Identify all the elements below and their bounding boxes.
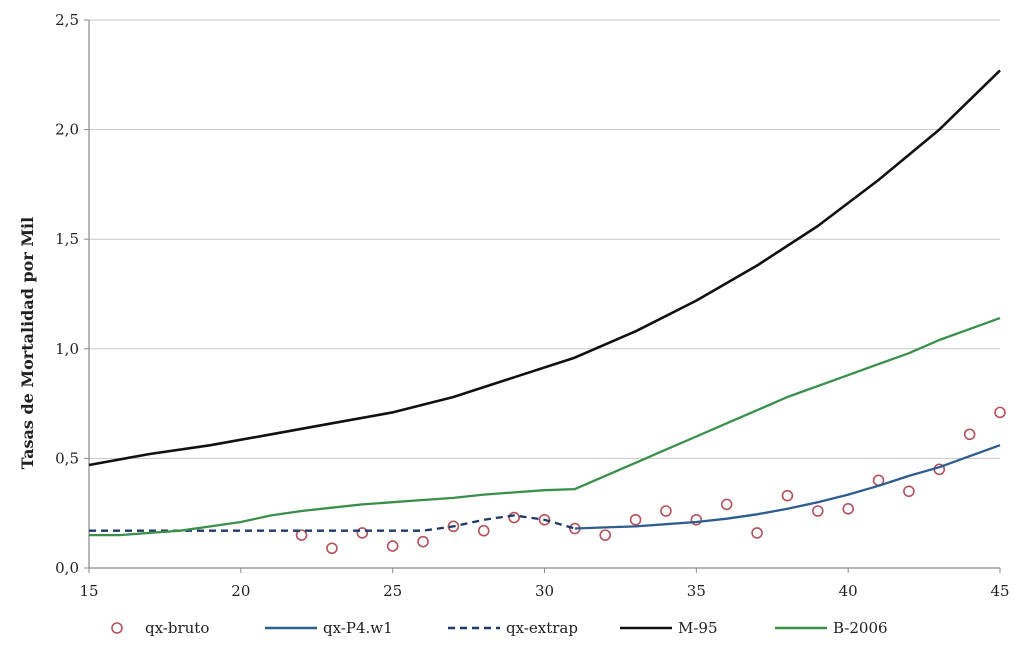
point-qx-bruto: [477, 524, 490, 537]
point-qx-bruto: [326, 542, 338, 555]
point-qx-bruto: [781, 489, 794, 502]
legend-label-qx-p4-w1: qx-P4.w1: [323, 619, 393, 637]
line-b-2006: [89, 317, 1001, 537]
x-tick-label: 15: [79, 582, 98, 600]
grid-lines: [89, 19, 1000, 459]
line-m-95: [88, 69, 1001, 467]
series-layer: [88, 69, 1006, 555]
legend-label-b-2006: B-2006: [833, 619, 888, 637]
x-tick-label: 30: [535, 582, 554, 600]
y-tick-label: 2,0: [55, 121, 79, 139]
x-tick-label: 20: [231, 582, 250, 600]
legend: qx-bruto qx-P4.w1 qx-extrap M-95 B-2006: [111, 619, 888, 637]
point-qx-bruto: [417, 535, 429, 548]
point-qx-bruto: [386, 540, 399, 552]
x-tick-label: 35: [687, 582, 706, 600]
point-qx-bruto: [295, 529, 308, 541]
legend-label-qx-bruto: qx-bruto: [145, 619, 209, 637]
point-qx-bruto: [690, 513, 703, 526]
axes: [84, 19, 1001, 573]
point-qx-bruto: [963, 428, 976, 441]
tick-labels: 0,0 0,5 1,0 1,5 2,0 2,5 15 20 25 30 35 40 45: [55, 11, 1009, 600]
point-qx-bruto: [508, 511, 520, 524]
y-tick-label: 0,5: [55, 449, 79, 467]
y-axis-label: Tasas de Mortalidad por Mil: [18, 217, 37, 469]
point-qx-bruto: [538, 513, 551, 526]
line-qx-p4-w1: [574, 444, 1001, 530]
y-tick-label: 2,5: [55, 11, 79, 29]
point-qx-bruto: [811, 505, 824, 517]
point-qx-bruto: [903, 485, 915, 498]
point-qx-bruto: [842, 503, 854, 515]
legend-label-qx-extrap: qx-extrap: [506, 619, 578, 637]
point-qx-bruto: [751, 527, 763, 539]
point-qx-bruto: [447, 520, 460, 533]
point-qx-bruto: [599, 529, 612, 541]
point-qx-bruto: [994, 406, 1006, 419]
y-tick-label: 1,0: [55, 340, 79, 358]
legend-label-m-95: M-95: [678, 619, 718, 637]
y-tick-label: 1,5: [55, 230, 79, 248]
point-qx-bruto: [660, 505, 672, 517]
point-qx-bruto: [629, 513, 642, 526]
x-tick-label: 40: [839, 582, 858, 600]
y-tick-label: 0,0: [55, 559, 79, 577]
legend-swatch-qx-bruto: [111, 622, 123, 634]
point-qx-bruto: [356, 527, 369, 539]
x-tick-label: 45: [990, 582, 1009, 600]
line-qx-extrap: [89, 514, 576, 532]
x-tick-label: 25: [383, 582, 402, 600]
point-qx-bruto: [720, 498, 733, 511]
